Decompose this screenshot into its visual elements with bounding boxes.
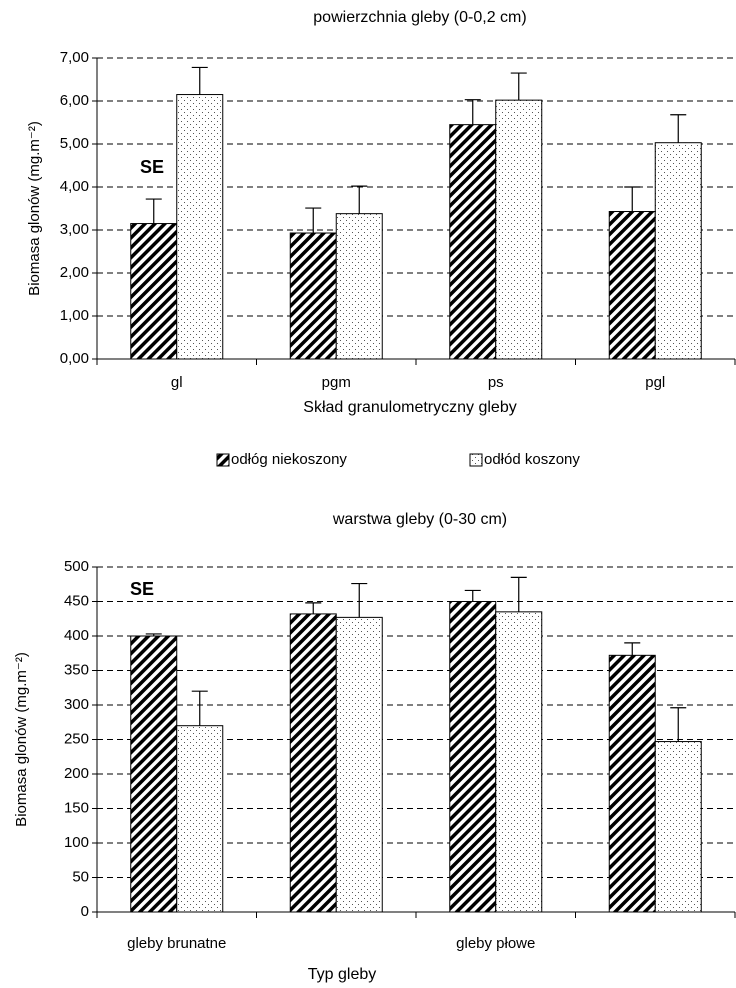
legend-label: odłód koszony <box>484 451 580 468</box>
x-axis-label: Typ gleby <box>308 966 376 983</box>
bar <box>289 613 337 913</box>
y-tick-label: 1,00 <box>60 307 89 324</box>
x-tick-label: pgm <box>322 374 351 391</box>
y-tick-label: 7,00 <box>60 49 89 66</box>
chart-title: warstwa gleby (0-30 cm) <box>332 511 507 528</box>
y-tick-label: 200 <box>64 765 89 782</box>
error-bar <box>351 185 368 214</box>
bar <box>495 611 543 913</box>
annotation: SE <box>140 157 164 177</box>
bar <box>654 741 702 913</box>
error-bar <box>510 72 527 101</box>
error-bar <box>305 602 322 614</box>
error-bar <box>670 114 687 143</box>
annotation: SE <box>130 579 154 599</box>
legend-swatch <box>216 453 230 467</box>
bar <box>289 232 337 360</box>
y-tick-label: 0,00 <box>60 350 89 367</box>
y-tick-label: 0 <box>81 903 89 920</box>
bar <box>176 725 224 913</box>
y-axis-label: Biomasa glonów (mg.m⁻²) <box>13 652 30 827</box>
error-bar <box>145 198 162 224</box>
bar <box>608 211 656 360</box>
bar <box>449 124 497 360</box>
bar <box>608 654 656 913</box>
bar <box>130 223 178 360</box>
x-tick-label: gleby brunatne <box>127 935 226 952</box>
error-bar <box>510 576 527 612</box>
x-tick-label: gleby płowe <box>456 935 535 952</box>
y-tick-label: 400 <box>64 627 89 644</box>
error-bar <box>351 582 368 618</box>
y-tick-label: 300 <box>64 696 89 713</box>
bar <box>449 601 497 913</box>
y-tick-label: 500 <box>64 558 89 575</box>
bar <box>130 635 178 913</box>
x-tick-label: gl <box>171 374 183 391</box>
legend-label: odłóg niekoszony <box>231 451 347 468</box>
y-tick-label: 2,00 <box>60 264 89 281</box>
error-bar <box>624 642 641 656</box>
bar <box>176 94 224 360</box>
y-axis-label: Biomasa glonów (mg.m⁻²) <box>26 121 43 296</box>
error-bar <box>624 186 641 212</box>
y-tick-label: 6,00 <box>60 92 89 109</box>
y-tick-label: 50 <box>72 868 89 885</box>
y-tick-label: 350 <box>64 661 89 678</box>
error-bar <box>670 707 687 742</box>
x-axis-label: Skład granulometryczny gleby <box>303 399 516 416</box>
error-bar <box>464 99 481 125</box>
legend-swatch <box>469 453 483 467</box>
error-bar <box>305 207 322 234</box>
bar <box>335 616 383 913</box>
bar <box>495 99 543 360</box>
y-tick-label: 150 <box>64 799 89 816</box>
y-tick-label: 3,00 <box>60 221 89 238</box>
error-bar <box>191 66 208 95</box>
error-bar <box>464 589 481 602</box>
x-tick-label: ps <box>488 374 504 391</box>
bar <box>654 142 702 360</box>
chart-title: powierzchnia gleby (0-0,2 cm) <box>313 9 526 26</box>
y-tick-label: 5,00 <box>60 135 89 152</box>
y-tick-label: 4,00 <box>60 178 89 195</box>
y-tick-label: 250 <box>64 730 89 747</box>
x-tick-label: pgl <box>645 374 665 391</box>
bar <box>335 213 383 360</box>
y-tick-label: 100 <box>64 834 89 851</box>
y-tick-label: 450 <box>64 592 89 609</box>
error-bar <box>145 633 162 636</box>
error-bar <box>191 690 208 726</box>
